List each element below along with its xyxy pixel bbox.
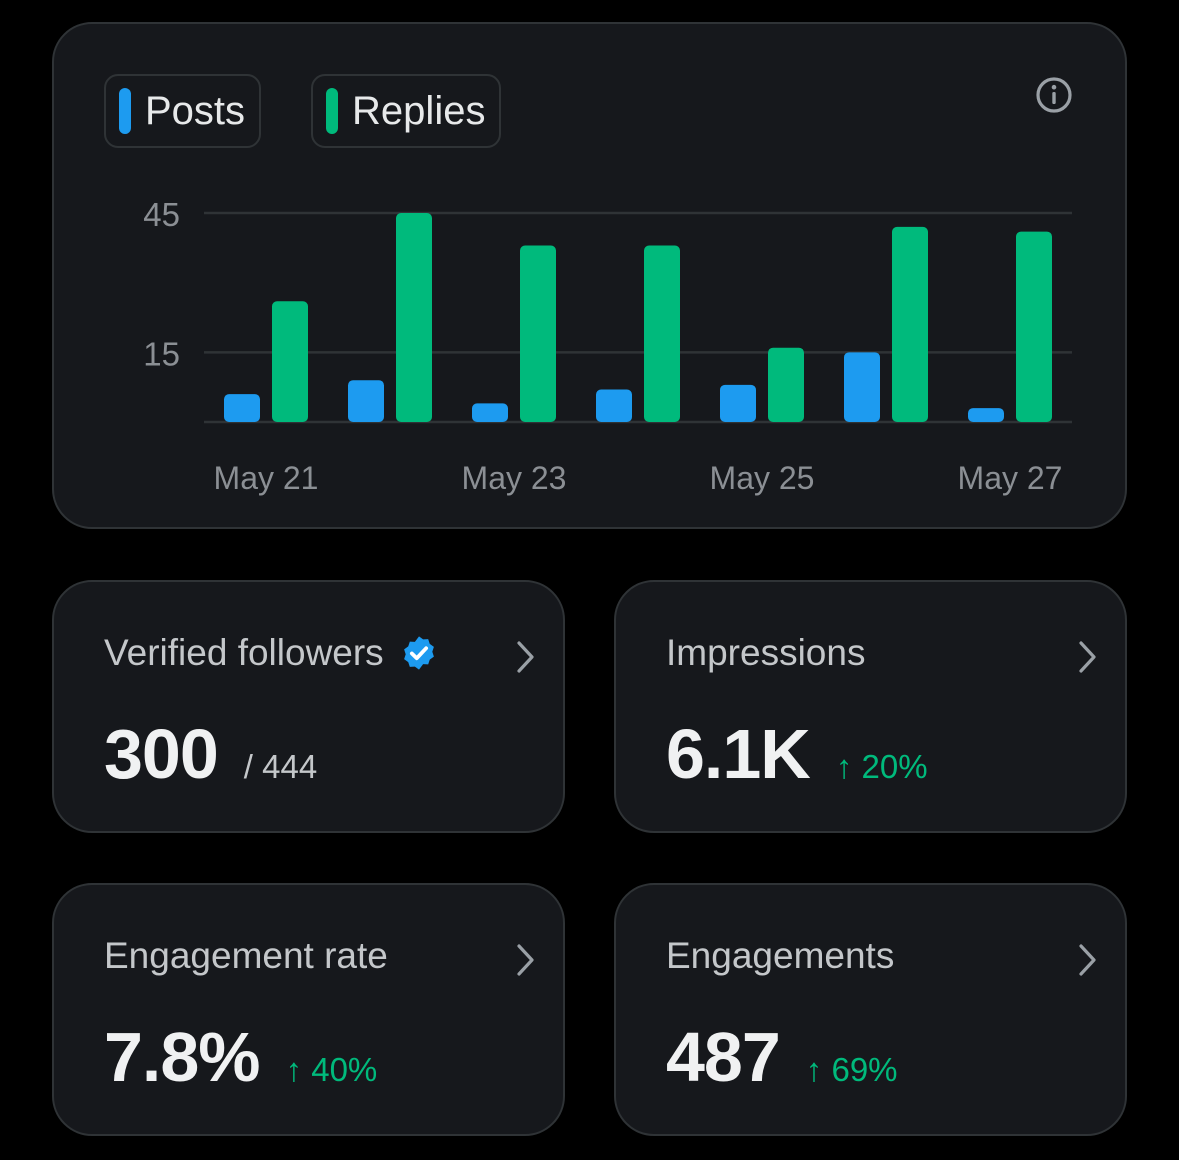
tile-title: Impressions — [666, 632, 865, 674]
legend-posts-toggle[interactable]: Posts — [104, 74, 262, 148]
engagements-value: 487 — [666, 1018, 781, 1096]
verified-followers-tile[interactable]: Verified followers 300 / 444 — [52, 580, 565, 833]
chevron-right-icon — [1079, 944, 1096, 976]
posts-bar — [968, 408, 1004, 422]
chevron-right-icon — [1079, 641, 1096, 673]
x-tick-label: May 27 — [958, 460, 1063, 496]
replies-bar — [396, 213, 432, 422]
replies-bar — [768, 347, 804, 422]
replies-bar — [520, 245, 556, 422]
impressions-delta: ↑ 20% — [835, 748, 928, 785]
replies-bar — [892, 226, 928, 422]
engagements-delta: ↑ 69% — [805, 1051, 898, 1088]
tile-value-row: 6.1K ↑ 20% — [666, 714, 928, 794]
tile-title: Engagement rate — [104, 935, 388, 977]
y-tick-label: 45 — [143, 196, 180, 233]
posts-bar — [348, 380, 384, 422]
replies-bar — [1016, 231, 1052, 422]
posts-bar — [844, 352, 880, 422]
total-followers-value: / 444 — [243, 748, 318, 785]
replies-bar — [644, 245, 680, 422]
y-tick-label: 15 — [143, 335, 180, 372]
activity-chart-card: Posts Replies 45 15 May 21 May 23 May 25 May … — [52, 22, 1127, 529]
verified-followers-value: 300 — [104, 715, 219, 793]
engagements-tile[interactable]: Engagements 487 ↑ 69% — [614, 883, 1127, 1136]
engagement-rate-label: Engagement rate — [104, 935, 388, 976]
replies-bar — [272, 301, 308, 422]
posts-bar — [720, 384, 756, 422]
bar-chart: 45 15 May 21 May 23 May 25 May 27 — [143, 196, 1072, 496]
engagement-rate-delta: ↑ 40% — [285, 1051, 378, 1088]
posts-bar — [224, 394, 260, 422]
x-tick-label: May 25 — [710, 460, 815, 496]
chevron-right-icon — [517, 944, 534, 976]
verified-followers-label: Verified followers — [104, 632, 384, 673]
impressions-value: 6.1K — [666, 715, 811, 793]
tile-title: Engagements — [666, 935, 894, 977]
posts-bar — [596, 389, 632, 422]
legend-replies-toggle[interactable]: Replies — [311, 74, 502, 148]
engagement-rate-value: 7.8% — [104, 1018, 261, 1096]
impressions-tile[interactable]: Impressions 6.1K ↑ 20% — [614, 580, 1127, 833]
tile-value-row: 300 / 444 — [104, 714, 317, 794]
posts-swatch — [119, 88, 131, 134]
engagements-label: Engagements — [666, 935, 895, 976]
info-icon[interactable] — [1035, 76, 1073, 114]
x-tick-label: May 23 — [462, 460, 567, 496]
verified-badge-icon — [403, 636, 434, 670]
replies-swatch — [326, 88, 339, 134]
chevron-right-icon — [517, 641, 534, 673]
chart-legend: Posts Replies — [104, 74, 502, 148]
tile-title: Verified followers — [104, 632, 438, 674]
engagement-rate-tile[interactable]: Engagement rate 7.8% ↑ 40% — [52, 883, 565, 1136]
x-tick-label: May 21 — [214, 460, 319, 496]
legend-posts-label: Posts — [145, 88, 246, 133]
tile-value-row: 487 ↑ 69% — [666, 1017, 898, 1097]
impressions-label: Impressions — [666, 632, 866, 673]
legend-replies-label: Replies — [352, 88, 486, 133]
posts-bar — [472, 403, 508, 422]
tile-value-row: 7.8% ↑ 40% — [104, 1017, 377, 1097]
